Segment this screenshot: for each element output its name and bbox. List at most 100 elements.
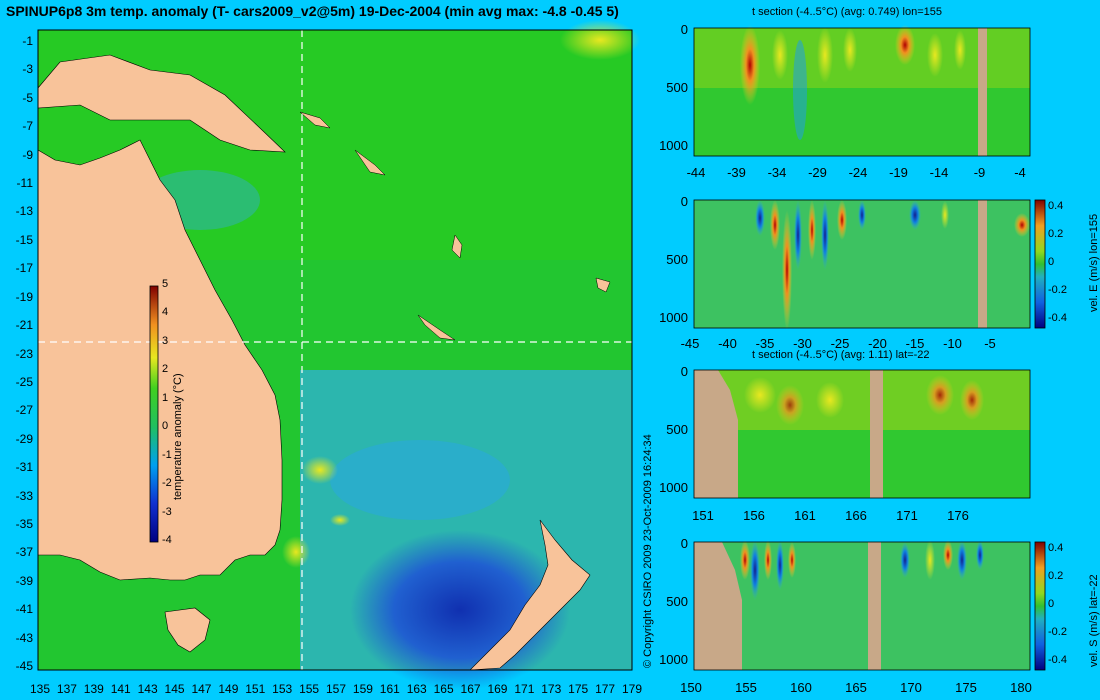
lon-tick-label: 165 [433,682,454,696]
depth-tick-label: 1000 [659,138,688,153]
depth-tick-label: 0 [680,22,688,37]
lat-tick-label: -37 [15,545,33,560]
lon-tick-label: 145 [164,682,185,696]
lon-tick-label: 161 [379,682,400,696]
lon-tick-label: 157 [325,682,347,696]
lat-tick-label: -5 [22,90,33,105]
lon-tick-label: 171 [514,682,535,696]
section-x-tick-label: -20 [868,336,887,351]
depth-tick-label: 0 [680,536,688,551]
lat-tick-label: -31 [15,460,33,475]
velocity-colorbar-tick-label: 0.2 [1048,228,1064,240]
depth-tick-label: 1000 [659,310,688,325]
colorbar-tick-label: 5 [162,278,169,290]
new-guinea-land [37,54,286,153]
section-x-tick-label: 155 [735,680,757,695]
lat-tick-label: -25 [15,374,33,389]
colorbar-tick-label: -1 [162,448,172,461]
colorbar-tick-label: 3 [162,334,169,347]
main-colorbar-label: temperature anomaly (°C) [172,373,184,500]
lon-tick-label: 177 [595,682,616,696]
section-x-tick-label: -30 [793,336,812,351]
lon-tick-label: 137 [56,682,77,696]
section-x-tick-label: 161 [794,508,816,523]
main-map-title: SPINUP6p8 3m temp. anomaly (T- cars2009_… [6,3,619,19]
lat-tick-label: -29 [15,431,33,446]
section-x-tick-label: 156 [743,508,765,523]
colorbar-tick-label: 2 [162,363,169,376]
section-x-tick-label: 175 [955,680,977,695]
lat-tick-label: -21 [15,318,33,333]
section-x-tick-label: 176 [947,508,969,523]
lat-tick-label: -27 [15,403,33,418]
tasmania-land [164,607,211,653]
lat-tick-label: -11 [16,176,33,191]
colorbar-u-lon155 [1034,199,1046,329]
colorbar-v-lat22 [1034,541,1046,671]
lon-tick-label: 167 [460,682,481,696]
colorbar-tick-label: -2 [162,477,172,490]
lat-tick-label: -17 [15,261,33,276]
lon-tick-label: 179 [621,682,643,696]
depth-tick-label: 500 [666,252,688,267]
lat-tick-label: -3 [22,62,33,77]
velocity-colorbar-tick-label: 0 [1048,598,1055,610]
depth-tick-label: 1000 [659,480,688,495]
section-x-tick-label: -24 [848,165,868,180]
section-x-tick-label: -10 [943,336,962,351]
lon-tick-label: 139 [83,682,104,696]
section-x-tick-label: -4 [1014,165,1026,180]
velocity-colorbar-tick-label: 0 [1048,256,1055,268]
lon-tick-label: 135 [29,682,51,696]
lat-tick-label: -1 [22,34,33,48]
lon-tick-label: 141 [110,682,131,696]
section-x-tick-label: 166 [845,508,867,523]
copyright-notice: © Copyright CSIRO 2009 23-Oct-2009 16:24… [642,434,654,668]
section-x-tick-label: 165 [845,680,867,695]
depth-tick-label: 500 [666,422,688,437]
panel-t-lon155-title: t section (-4..5°C) (avg: 0.749) lon=155 [752,6,942,18]
lon-tick-label: 169 [487,682,508,696]
velocity-colorbar-tick-label: -0.4 [1048,312,1067,324]
panel-t-lon155-plot [693,25,1031,157]
lon-tick-label: 153 [272,682,293,696]
lon-tick-label: 143 [137,682,158,696]
lon-tick-label: 155 [299,682,320,696]
section-x-tick-label: -35 [755,336,775,351]
lon-tick-label: 149 [218,682,239,696]
velocity-colorbar-tick-label: -0.2 [1048,284,1067,296]
depth-tick-label: 0 [680,194,688,209]
section-x-tick-label: 160 [790,680,812,695]
lon-tick-label: 175 [568,682,589,696]
lat-tick-label: -23 [15,346,33,361]
panel-v-lat22-plot [693,540,1031,671]
section-x-tick-label: -5 [984,336,996,351]
section-x-tick-label: -45 [680,336,700,351]
lat-tick-label: -41 [15,602,33,617]
velocity-colorbar-tick-label: -0.2 [1048,626,1067,638]
lat-tick-label: -33 [15,488,33,503]
lat-tick-label: -43 [15,630,33,645]
panel-t-lat22-plot [693,369,1031,499]
lat-tick-label: -19 [15,289,33,304]
colorbar-tick-label: 0 [162,420,169,433]
section-x-tick-label: 171 [896,508,918,523]
colorbar-u-lon155-label: vel. E (m/s) lon=155 [1088,213,1100,312]
depth-tick-label: 500 [666,594,688,609]
section-x-tick-label: -19 [889,165,908,180]
colorbar-tick-label: 4 [162,306,169,319]
lat-tick-label: -13 [15,204,33,219]
colorbar-tick-label: -4 [162,534,172,546]
panel-u-lon155-plot [693,199,1031,330]
lat-tick-label: -35 [15,516,33,531]
section-x-tick-label: -39 [727,165,746,180]
depth-tick-label: 0 [680,364,688,379]
colorbar-tick-label: -3 [162,505,172,518]
velocity-colorbar-tick-label: 0.4 [1048,542,1064,554]
lon-tick-label: 159 [352,682,373,696]
main-colorbar [149,285,159,543]
velocity-colorbar-tick-label: -0.4 [1048,654,1067,666]
new-caledonia-land [417,314,456,341]
lat-tick-label: -9 [22,147,33,162]
